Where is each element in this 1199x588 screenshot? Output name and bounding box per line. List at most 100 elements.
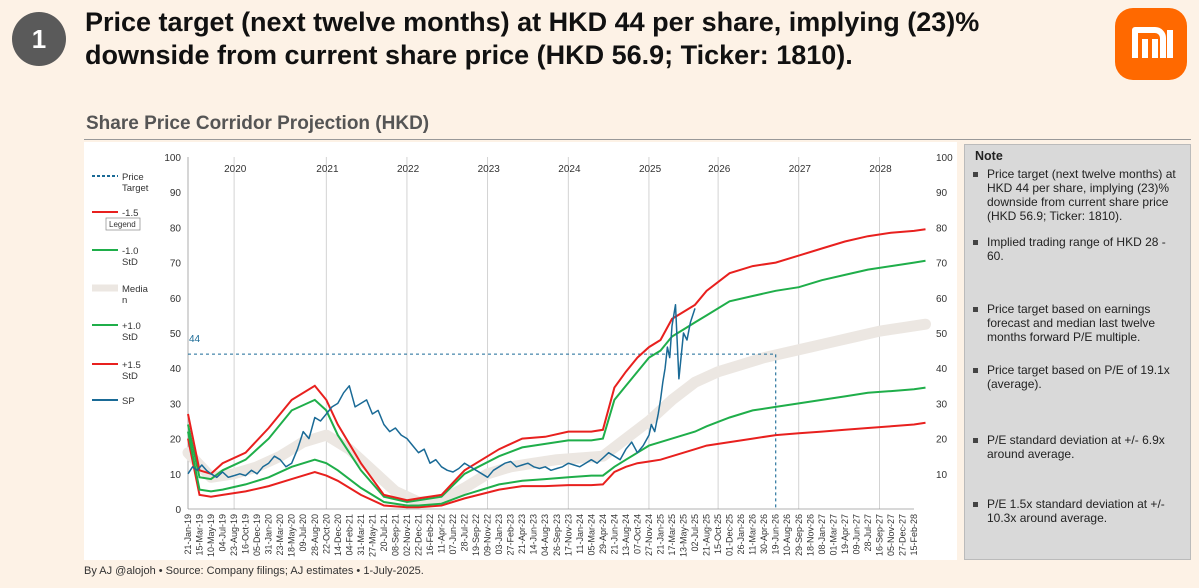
legend-label: SP (122, 396, 135, 407)
x-tick-label: 18-May-20 (287, 514, 297, 557)
right-y-tick-label: 20 (936, 435, 948, 446)
chart-title: Share Price Corridor Projection (HKD) (86, 113, 430, 134)
x-tick-label: 29-Sep-26 (794, 514, 804, 556)
x-tick-label: 21-Aug-25 (702, 514, 712, 556)
legend-label: Price (122, 172, 144, 183)
x-tick-label: 04-Feb-21 (344, 514, 354, 556)
bullet-icon (973, 307, 978, 312)
x-tick-label: 15-Feb-28 (909, 514, 919, 556)
year-label: 2027 (789, 164, 812, 175)
y-tick-label: 80 (170, 223, 182, 234)
note-text: Implied trading range of HKD 28 - 60. (987, 235, 1166, 263)
x-tick-label: 16-Sep-27 (874, 514, 884, 556)
xiaomi-logo-mark (1132, 27, 1173, 58)
x-tick-label: 26-Sep-23 (552, 514, 562, 556)
x-tick-label: 28-Aug-20 (310, 514, 320, 556)
x-tick-label: 28-Jul-27 (863, 514, 873, 552)
x-tick-label: 01-Dec-25 (725, 514, 735, 556)
right-y-tick-label: 80 (936, 223, 948, 234)
x-tick-label: 31-Jan-20 (264, 514, 274, 555)
share-price-line (187, 304, 696, 479)
legend-label: Target (122, 183, 149, 194)
legend-label: +1.5 (122, 360, 141, 371)
x-tick-label: 21-Jun-24 (609, 514, 619, 555)
price-corridor-chart: 2020 2021 2022 2023 2024 2025 2026 2027 20280102… (92, 153, 953, 557)
year-label: 2028 (869, 164, 892, 175)
note-item: Price target based on P/E of 19.1x (aver… (973, 363, 1183, 391)
x-tick-label: 07-Jun-22 (448, 514, 458, 555)
x-tick-label: 05-Dec-19 (252, 514, 262, 556)
note-text: P/E standard deviation at +/- 6.9x aroun… (987, 433, 1165, 461)
y-tick-label: 20 (170, 435, 182, 446)
x-tick-label: 20-Jul-21 (379, 514, 389, 552)
x-tick-label: 22-Dec-21 (413, 514, 423, 556)
right-y-tick-label: 50 (936, 329, 948, 340)
x-tick-label: 09-Jul-20 (298, 514, 308, 552)
price-target-label: 44 (189, 334, 201, 345)
y-tick-label: 0 (175, 505, 181, 516)
x-tick-label: 02-Jul-25 (690, 514, 700, 552)
x-tick-label: 27-Dec-27 (897, 514, 907, 556)
x-tick-label: 13-Aug-24 (621, 514, 631, 556)
bullet-icon (973, 240, 978, 245)
x-tick-label: 04-Jul-19 (218, 514, 228, 552)
y-tick-label: 40 (170, 364, 182, 375)
note-title: Note (975, 149, 1003, 163)
x-tick-label: 13-May-25 (679, 514, 689, 557)
x-tick-label: 30-Apr-26 (759, 514, 769, 554)
bullet-icon (973, 438, 978, 443)
x-tick-label: 18-Nov-26 (805, 514, 815, 556)
x-tick-label: 31-Mar-21 (356, 514, 366, 556)
legend-label: -1.5 (122, 208, 138, 219)
year-label: 2024 (558, 164, 581, 175)
legend-label: StD (122, 371, 138, 382)
year-label: 2022 (397, 164, 420, 175)
x-tick-label: 27-Feb-23 (506, 514, 516, 556)
bullet-icon (973, 502, 978, 507)
y-tick-label: 100 (164, 153, 181, 164)
plus-1.5-std-line (187, 228, 926, 502)
minus-1.0-std-line (187, 386, 926, 507)
y-tick-label: 90 (170, 188, 182, 199)
x-tick-label: 04-Aug-23 (540, 514, 550, 556)
x-tick-label: 27-May-21 (367, 514, 377, 557)
x-tick-label: 19-Jun-26 (771, 514, 781, 555)
legend-tooltip-text: Legend (109, 220, 136, 229)
x-tick-label: 07-Oct-24 (632, 514, 642, 554)
legend-label: n (122, 295, 127, 306)
x-tick-label: 08-Jan-27 (817, 514, 827, 555)
year-label: 2023 (478, 164, 501, 175)
legend-label: StD (122, 332, 138, 343)
price-target-line (188, 353, 777, 509)
y-tick-label: 30 (170, 399, 182, 410)
x-tick-label: 21-Jan-19 (183, 514, 193, 555)
right-y-tick-label: 40 (936, 364, 948, 375)
headline-line-1: Price target (next twelve months) at HKD… (85, 7, 980, 37)
x-tick-label: 15-Mar-19 (195, 514, 205, 556)
legend-label: +1.0 (122, 321, 141, 332)
x-tick-label: 01-Mar-27 (828, 514, 838, 556)
legend-tooltip-box (105, 217, 141, 231)
chart-area: 2020 2021 2022 2023 2024 2025 2026 2027 2028 0 10 2… (84, 142, 957, 560)
legend-label: -1.0 (122, 246, 138, 257)
x-tick-label: 11-Apr-22 (437, 514, 447, 553)
x-tick-label: 03-Jan-23 (494, 514, 504, 555)
note-text: Price target based on P/E of 19.1x (aver… (987, 363, 1170, 391)
year-label: 2026 (708, 164, 731, 175)
y-tick-label: 10 (170, 470, 182, 481)
x-tick-label: 27-Nov-24 (644, 514, 654, 556)
note-text: P/E 1.5x standard deviation at +/- 10.3x… (987, 497, 1165, 525)
x-tick-label: 26-Jan-26 (736, 514, 746, 555)
note-text: Price target based on earnings forecast … (987, 302, 1156, 344)
legend-label: StD (122, 257, 138, 268)
x-tick-label: 28-Jul-22 (460, 514, 470, 552)
note-item: P/E standard deviation at +/- 6.9x aroun… (973, 433, 1183, 461)
x-tick-label: 11-Jan-24 (575, 514, 585, 554)
legend-label: Media (122, 284, 149, 295)
y-tick-label: 60 (170, 294, 182, 305)
year-label: 2021 (316, 164, 339, 175)
x-tick-label: 09-Jun-27 (851, 514, 861, 555)
x-tick-label: 17-Mar-25 (667, 514, 677, 556)
x-tick-label: 23-Mar-20 (275, 514, 285, 556)
minus-1.5-std-line (187, 421, 926, 509)
